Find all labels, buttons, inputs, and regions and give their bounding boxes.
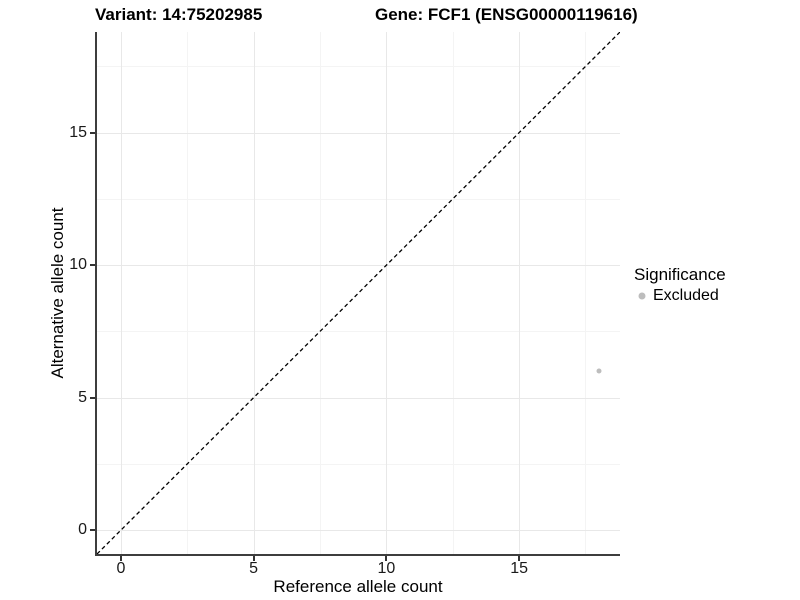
gene-title: Gene: FCF1 (ENSG00000119616): [375, 5, 638, 24]
x-tick-label: 0: [116, 560, 126, 577]
legend-key: [634, 288, 650, 304]
x-axis-title: Reference allele count: [273, 577, 443, 596]
data-point: [596, 368, 602, 374]
variant-title: Variant: 14:75202985: [95, 5, 263, 24]
y-tick-label: 0: [78, 521, 87, 539]
legend-entry-excluded: Excluded: [634, 287, 726, 305]
legend: Significance Excluded: [634, 265, 726, 305]
y-tick-label: 5: [78, 388, 87, 406]
legend-entry-label: Excluded: [653, 287, 719, 304]
y-tick: [90, 131, 95, 134]
x-tick: [252, 556, 255, 561]
y-tick: [90, 396, 95, 399]
x-tick: [518, 556, 521, 561]
identity-line: [97, 32, 620, 554]
y-tick-label: 15: [69, 123, 87, 141]
x-tick-label: 10: [377, 560, 396, 577]
y-tick-label: 10: [69, 256, 87, 274]
y-tick: [90, 264, 95, 267]
y-tick: [90, 529, 95, 532]
x-tick-label: 5: [249, 560, 259, 577]
plot-panel: [95, 32, 620, 556]
legend-title: Significance: [634, 265, 726, 284]
y-axis-title: Alternative allele count: [48, 207, 67, 379]
x-tick: [119, 556, 122, 561]
x-tick: [385, 556, 388, 561]
x-tick-label: 15: [510, 560, 529, 577]
legend-point-icon: [638, 292, 646, 300]
